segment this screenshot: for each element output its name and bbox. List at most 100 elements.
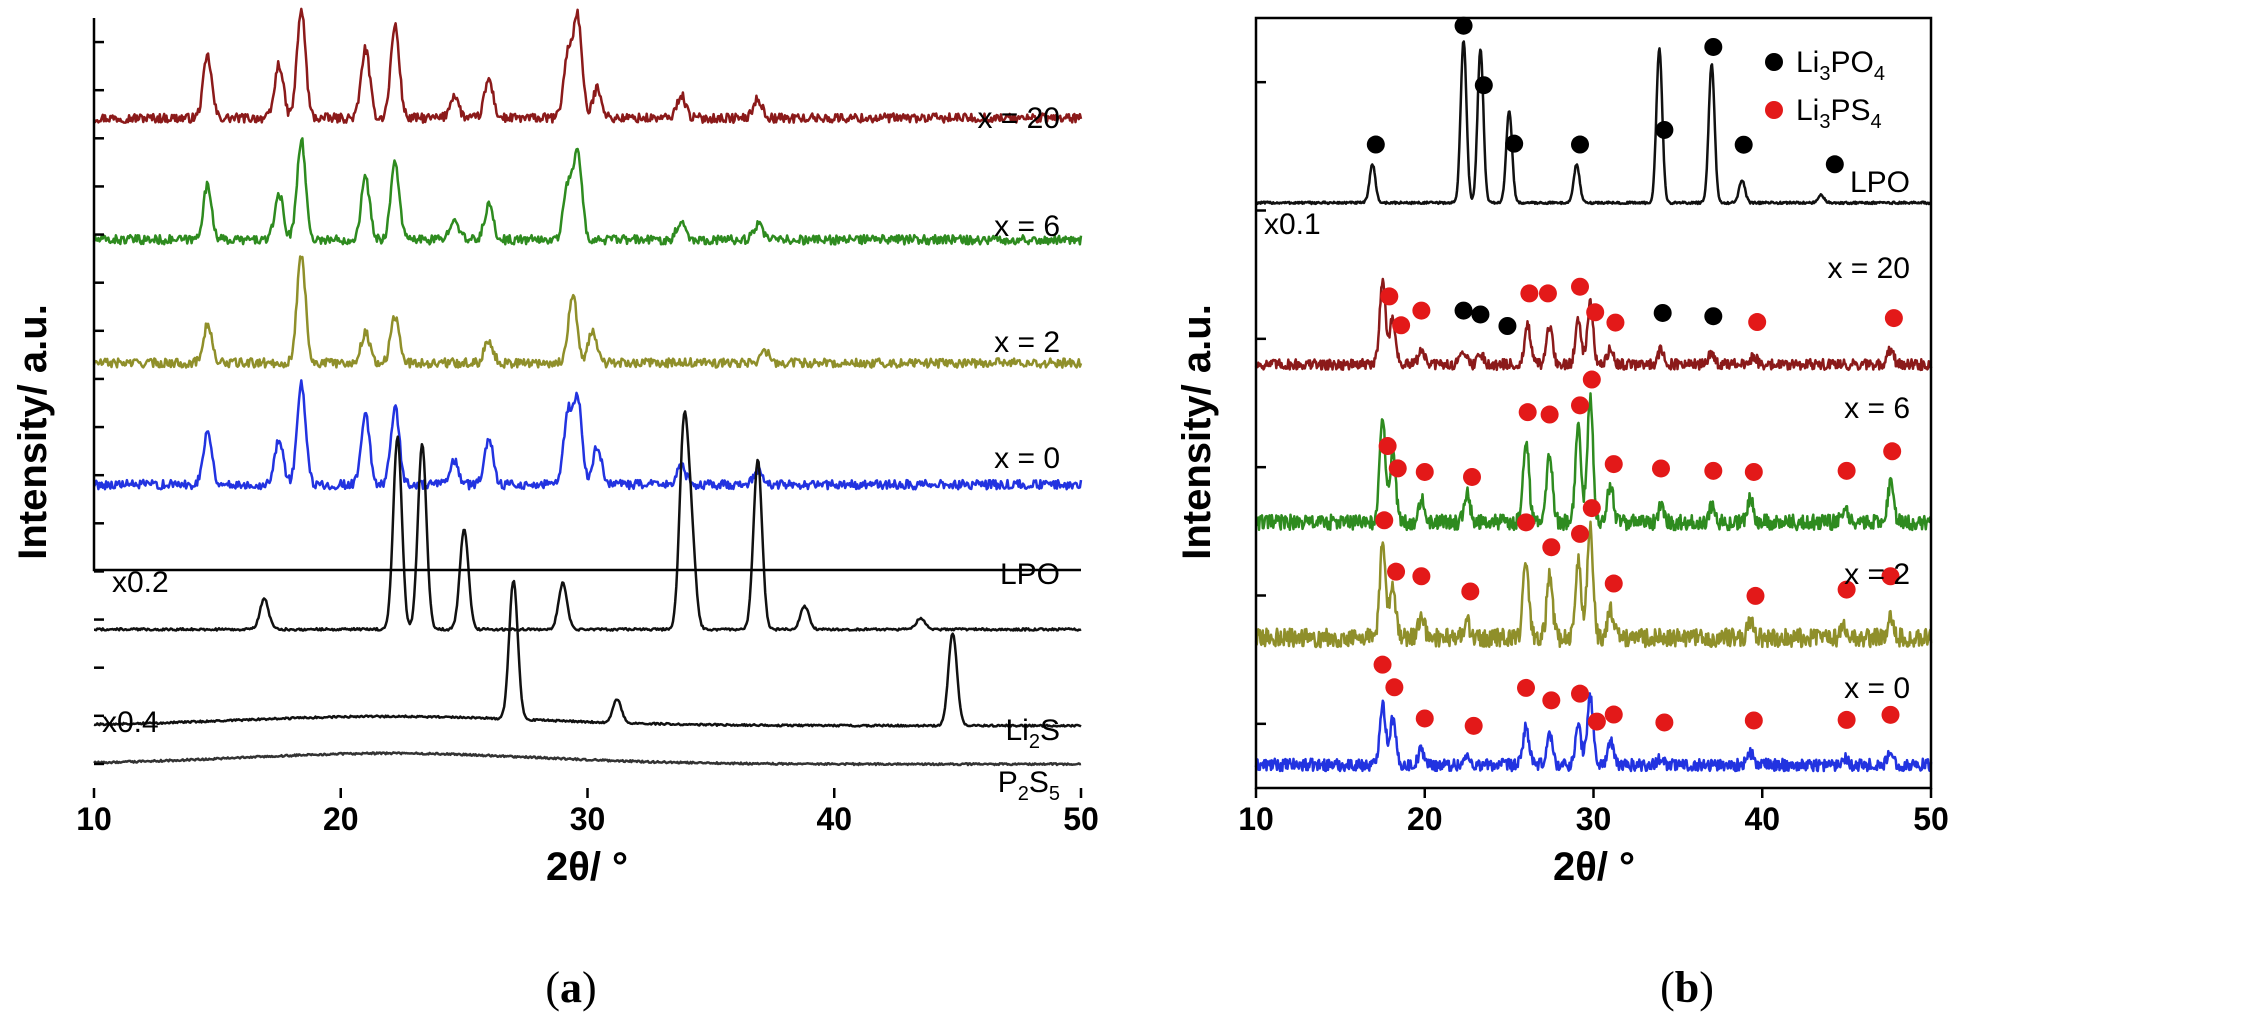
li3po4-marker	[1704, 307, 1723, 326]
p2s5-label-sub2: 2	[1018, 783, 1029, 805]
li3ps4-marker	[1392, 316, 1411, 335]
panel-label-a: (a)	[545, 963, 596, 1012]
x-tick-label: 30	[1576, 801, 1612, 837]
li2s-label-s: S	[1040, 714, 1060, 747]
li3ps4-marker	[1380, 287, 1399, 306]
legend-label-li3ps4: Li3PS4	[1796, 94, 1882, 133]
li3ps4-marker	[1375, 511, 1394, 530]
panel-a-ylabel: Intensity/ a.u.	[11, 304, 55, 560]
li3po4-sub4: 4	[1874, 63, 1885, 85]
panel-b-legend: Li3PO4 Li3PS4	[1765, 46, 1885, 133]
legend-label-li3po4: Li3PO4	[1796, 46, 1885, 85]
li3ps4-marker	[1542, 538, 1561, 557]
li3ps4-marker	[1385, 678, 1404, 697]
legend-marker-li3po4	[1765, 53, 1783, 71]
li3ps4-marker	[1412, 567, 1431, 586]
trace-x-20	[92, 7, 1083, 124]
panel-a-chart: 10 20 30 40 50 x = 20 x = 6 x = 2 x = 0 LPO …	[11, 7, 1099, 889]
x-tick-label: 10	[76, 801, 112, 837]
x-tick-label: 40	[816, 801, 852, 837]
panel-a-label-p2s5: P2S5	[998, 766, 1060, 805]
li3ps4-marker	[1704, 461, 1723, 480]
panel-a-label-x0: x = 0	[994, 442, 1060, 475]
li3ps4-marker	[1517, 513, 1535, 532]
li3ps4-marker	[1378, 437, 1397, 456]
li3ps4-sub4: 4	[1871, 111, 1882, 133]
li3ps4-marker	[1518, 403, 1537, 422]
p2s5-label-sub5: 5	[1049, 783, 1060, 805]
li3ps4-marker	[1744, 711, 1763, 730]
li3ps4-marker	[1542, 691, 1561, 710]
panel-a-label-x2: x = 2	[994, 326, 1060, 359]
x-tick-label: 30	[570, 801, 606, 837]
panel-label-b-close: )	[1699, 963, 1714, 1012]
p2s5-label-s: S	[1029, 766, 1049, 799]
trace-x-0	[1254, 692, 1933, 773]
li3ps4-marker	[1540, 405, 1559, 424]
li3po4-marker	[1655, 120, 1674, 139]
panel-a-xlabel: 2θ/ °	[546, 845, 628, 889]
panel-b-markers	[1366, 16, 1903, 735]
li3ps4-marker	[1415, 709, 1434, 728]
li3po4-marker	[1471, 305, 1490, 324]
li3ps4-li: Li	[1796, 94, 1819, 127]
li3ps4-marker	[1837, 461, 1856, 480]
li3ps4-ps: PS	[1830, 94, 1870, 127]
li3po4-marker	[1454, 16, 1473, 35]
li3po4-marker	[1653, 303, 1672, 322]
li3ps4-marker	[1571, 396, 1589, 415]
li3po4-marker	[1825, 155, 1844, 174]
panel-a-factor-li2s: x0.4	[102, 706, 159, 739]
li3ps4-marker	[1415, 462, 1434, 481]
li3ps4-marker	[1744, 462, 1763, 481]
li3ps4-marker	[1571, 277, 1589, 296]
li3ps4-marker	[1517, 678, 1535, 697]
li3ps4-marker	[1881, 705, 1900, 724]
panel-a-factor-lpo: x0.2	[112, 566, 169, 599]
x-tick-label: 50	[1063, 801, 1099, 837]
p2s5-label-p: P	[998, 766, 1018, 799]
li3ps4-marker	[1837, 710, 1856, 729]
li3ps4-marker	[1655, 713, 1674, 732]
panel-label-b-letter: b	[1675, 963, 1699, 1012]
li3ps4-marker	[1604, 574, 1623, 593]
panel-b-factor-lpo: x0.1	[1264, 208, 1321, 241]
li3ps4-marker	[1884, 309, 1903, 328]
li3ps4-marker	[1604, 455, 1623, 474]
li3po4-marker	[1366, 135, 1385, 154]
li3po4-marker	[1704, 37, 1723, 56]
li3ps4-marker	[1582, 499, 1601, 518]
li3po4-li: Li	[1796, 46, 1819, 79]
x-tick-label: 20	[323, 801, 359, 837]
trace-li2s	[93, 579, 1082, 728]
panel-a-ticks: 10 20 30 40 50	[76, 40, 1099, 837]
li3ps4-marker	[1604, 705, 1623, 724]
li3po4-marker	[1474, 76, 1493, 95]
panel-b-ticks: 10 20 30 40 50	[1238, 80, 1949, 837]
panel-b-ylabel: Intensity/ a.u.	[1175, 304, 1219, 560]
li3po4-marker	[1454, 301, 1473, 320]
trace-x-20	[1254, 277, 1933, 372]
panel-a-traces	[92, 7, 1083, 767]
li3ps4-marker	[1586, 303, 1605, 322]
trace-x-6	[1255, 392, 1933, 532]
panel-a-label-li2s: Li2S	[1006, 714, 1061, 753]
trace-p2s5	[93, 751, 1082, 767]
panel-b-label-x6: x = 6	[1844, 392, 1910, 425]
li3ps4-marker	[1571, 684, 1589, 703]
x-tick-label: 20	[1407, 801, 1443, 837]
trace-x-0	[92, 379, 1083, 491]
li3ps4-marker	[1463, 467, 1481, 486]
panel-a-label-x6: x = 6	[994, 210, 1060, 243]
panel-b-label-x0: x = 0	[1844, 672, 1910, 705]
panel-label-b-open: (	[1660, 963, 1675, 1012]
li3ps4-marker	[1883, 442, 1902, 461]
li3ps4-marker	[1520, 284, 1539, 303]
panel-label-b: (b)	[1660, 963, 1714, 1012]
li3ps4-marker	[1606, 313, 1625, 332]
li3ps4-marker	[1837, 580, 1856, 599]
li2s-label-li: Li	[1006, 714, 1029, 747]
trace-x-6	[92, 137, 1083, 246]
li3ps4-marker	[1746, 586, 1765, 605]
panel-a-label-lpo: LPO	[1000, 558, 1060, 591]
